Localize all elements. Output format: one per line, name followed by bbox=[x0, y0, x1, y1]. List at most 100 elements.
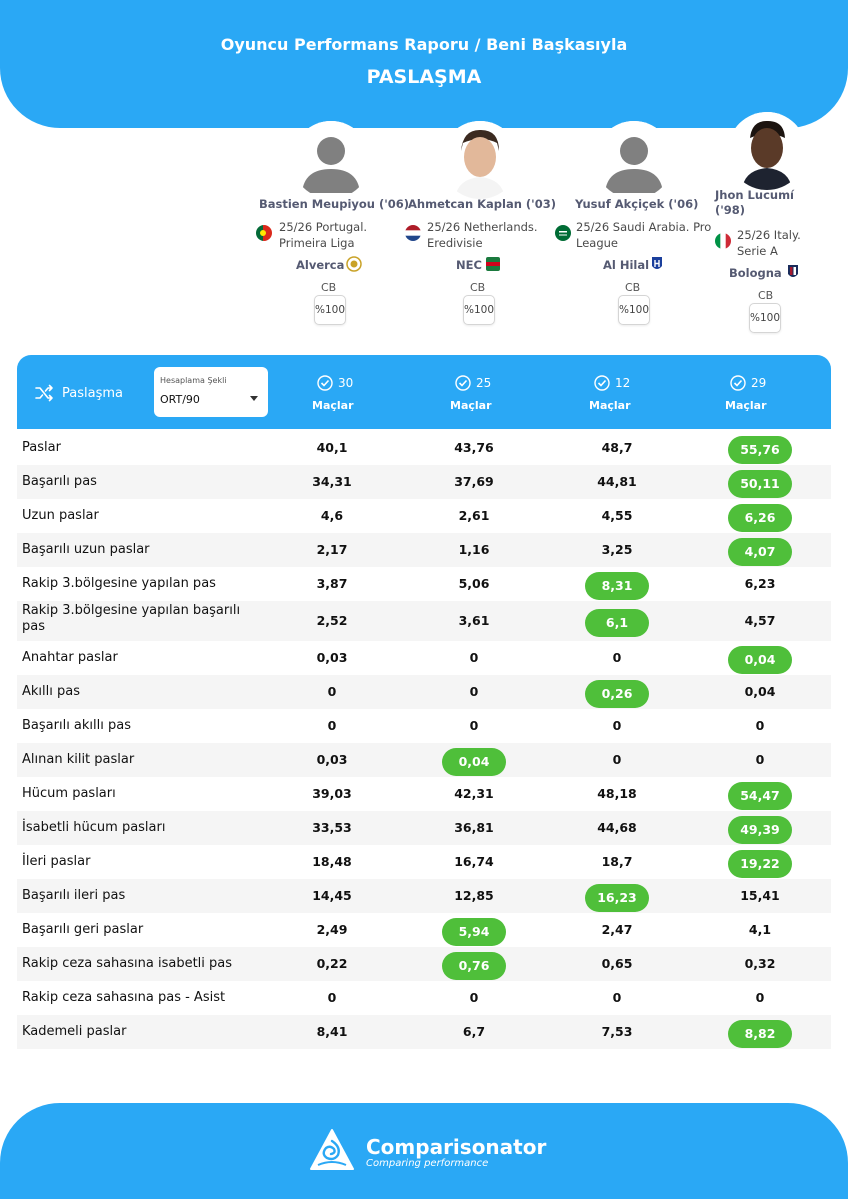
stat-value: 5,06 bbox=[458, 576, 490, 591]
match-label: Maçlar bbox=[312, 399, 354, 412]
best-value-badge: 8,82 bbox=[728, 1020, 792, 1048]
report-title: Oyuncu Performans Raporu / Beni Başkasıy… bbox=[220, 35, 628, 54]
stat-value: 0 bbox=[327, 990, 337, 1005]
match-label: Maçlar bbox=[589, 399, 631, 412]
stat-value: 6,7 bbox=[462, 1024, 486, 1039]
italy-flag-icon bbox=[715, 233, 731, 249]
stat-value: 0 bbox=[755, 718, 765, 733]
chevron-down-icon bbox=[250, 396, 258, 401]
stat-value: 40,1 bbox=[316, 440, 348, 455]
player-club: Bologna bbox=[729, 266, 782, 280]
stat-value: 8,41 bbox=[316, 1024, 348, 1039]
player-name: Jhon Lucumí ('98) bbox=[715, 188, 795, 217]
stat-value: 18,7 bbox=[601, 854, 633, 869]
metric-label: Kademeli paslar bbox=[22, 1024, 127, 1039]
stat-value: 0 bbox=[612, 718, 622, 733]
report-header: Oyuncu Performans Raporu / Beni Başkasıy… bbox=[0, 0, 848, 128]
table-row: Paslar 40,1 43,76 48,7 55,76 bbox=[17, 431, 831, 465]
stat-value: 0 bbox=[612, 752, 622, 767]
match-count: 12 bbox=[615, 376, 631, 390]
player-position: CB bbox=[758, 289, 774, 302]
minutes-percent-badge: %100 bbox=[618, 295, 650, 325]
table-row: Kademeli paslar 8,41 6,7 7,53 8,82 bbox=[17, 1015, 831, 1049]
metric-label: Başarılı geri paslar bbox=[22, 922, 144, 937]
al-hilal-crest-icon bbox=[649, 256, 665, 272]
stat-value: 3,61 bbox=[458, 613, 490, 628]
best-value-badge: 8,31 bbox=[585, 572, 649, 600]
table-row: Rakip 3.bölgesine yapılan pas 3,87 5,06 8,3… bbox=[17, 567, 831, 601]
check-circle-icon bbox=[455, 375, 471, 391]
check-circle-icon bbox=[730, 375, 746, 391]
player-league: 25/26 Saudi Arabia. Pro League bbox=[576, 220, 712, 250]
player-position: CB bbox=[321, 281, 337, 294]
best-value-badge: 49,39 bbox=[728, 816, 792, 844]
stat-value: 0 bbox=[327, 684, 337, 699]
table-row: İsabetli hücum pasları 33,53 36,81 44,68 49,… bbox=[17, 811, 831, 845]
stat-value: 0,03 bbox=[316, 650, 348, 665]
stat-value: 42,31 bbox=[454, 786, 494, 801]
best-value-badge: 0,04 bbox=[442, 748, 506, 776]
table-row: Başarılı pas 34,31 37,69 44,81 50,11 bbox=[17, 465, 831, 499]
brand-name: Comparisonator bbox=[366, 1135, 547, 1159]
stat-value: 2,52 bbox=[316, 613, 348, 628]
stat-value: 44,68 bbox=[597, 820, 637, 835]
match-label: Maçlar bbox=[725, 399, 767, 412]
stat-value: 14,45 bbox=[312, 888, 352, 903]
stat-value: 43,76 bbox=[454, 440, 494, 455]
best-value-badge: 16,23 bbox=[585, 884, 649, 912]
table-row: Rakip ceza sahasına pas - Asist 0 0 0 0 bbox=[17, 981, 831, 1015]
metric-label: Başarılı pas bbox=[22, 474, 97, 489]
player-photo-3 bbox=[595, 121, 673, 199]
best-value-badge: 0,76 bbox=[442, 952, 506, 980]
stat-value: 6,23 bbox=[744, 576, 776, 591]
best-value-badge: 50,11 bbox=[728, 470, 792, 498]
stat-value: 4,57 bbox=[744, 613, 776, 628]
player-photo-2 bbox=[441, 121, 519, 199]
stat-value: 0,04 bbox=[744, 684, 776, 699]
stat-value: 36,81 bbox=[454, 820, 494, 835]
stat-value: 0 bbox=[327, 718, 337, 733]
minutes-percent-badge: %100 bbox=[749, 303, 781, 333]
table-row: Rakip ceza sahasına isabetli pas 0,22 0,76… bbox=[17, 947, 831, 981]
best-value-badge: 55,76 bbox=[728, 436, 792, 464]
report-footer: Comparisonator Comparing performance bbox=[0, 1103, 848, 1199]
stat-value: 0 bbox=[612, 990, 622, 1005]
player-photo-1 bbox=[292, 121, 370, 199]
table-row: Başarılı geri paslar 2,49 5,94 2,47 4,1 bbox=[17, 913, 831, 947]
metric-label: Başarılı ileri pas bbox=[22, 888, 126, 903]
metric-label: Rakip 3.bölgesine yapılan başarılı pas bbox=[22, 603, 241, 634]
stat-value: 0 bbox=[612, 650, 622, 665]
alverca-crest-icon bbox=[346, 256, 362, 272]
bologna-crest-icon bbox=[785, 264, 801, 280]
best-value-badge: 6,1 bbox=[585, 609, 649, 637]
metric-label: İsabetli hücum pasları bbox=[22, 820, 166, 835]
metric-label: Rakip 3.bölgesine yapılan pas bbox=[22, 576, 216, 591]
calculation-method-value: ORT/90 bbox=[160, 393, 200, 406]
stat-value: 0 bbox=[755, 752, 765, 767]
table-row: Rakip 3.bölgesine yapılan başarılı pas 2,… bbox=[17, 601, 831, 641]
match-label: Maçlar bbox=[450, 399, 492, 412]
stat-value: 7,53 bbox=[601, 1024, 633, 1039]
best-value-badge: 0,26 bbox=[585, 680, 649, 708]
metric-label: Başarılı akıllı pas bbox=[22, 718, 132, 733]
best-value-badge: 54,47 bbox=[728, 782, 792, 810]
stat-value: 0 bbox=[469, 650, 479, 665]
stat-value: 2,17 bbox=[316, 542, 348, 557]
metric-label: Uzun paslar bbox=[22, 508, 99, 523]
stat-value: 48,18 bbox=[597, 786, 637, 801]
player-league: 25/26 Portugal. Primeira Liga bbox=[279, 220, 368, 250]
check-circle-icon bbox=[594, 375, 610, 391]
player-club: NEC bbox=[456, 258, 482, 272]
minutes-percent-badge: %100 bbox=[463, 295, 495, 325]
metric-label: Başarılı uzun paslar bbox=[22, 542, 150, 557]
stat-value: 34,31 bbox=[312, 474, 352, 489]
stat-value: 0 bbox=[469, 684, 479, 699]
stat-value: 3,25 bbox=[601, 542, 633, 557]
calculation-method-select[interactable]: Hesaplama Şekli ORT/90 bbox=[154, 367, 268, 417]
stat-value: 0,22 bbox=[316, 956, 348, 971]
metric-label: Rakip ceza sahasına isabetli pas bbox=[22, 956, 233, 971]
category-label: Paslaşma bbox=[62, 386, 123, 401]
stat-value: 4,55 bbox=[601, 508, 633, 523]
nec-crest-icon bbox=[485, 256, 501, 272]
metric-label: Anahtar paslar bbox=[22, 650, 118, 665]
